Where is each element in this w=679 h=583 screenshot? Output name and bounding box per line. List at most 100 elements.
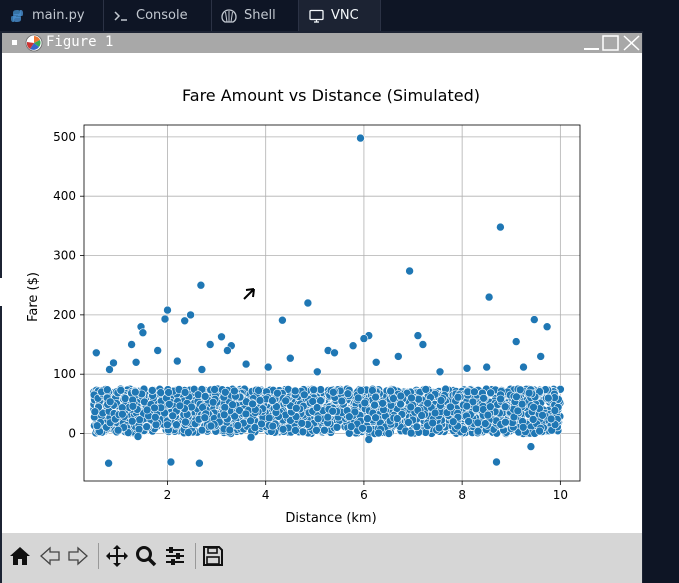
- data-point: [483, 410, 493, 420]
- data-point: [384, 429, 394, 438]
- data-point: [353, 393, 363, 403]
- data-point: [180, 316, 189, 326]
- tab-shell[interactable]: Shell: [212, 0, 299, 31]
- data-point: [278, 424, 288, 434]
- data-point: [536, 352, 546, 361]
- x-axis-ticks: 2 4 6 8 10: [164, 481, 568, 502]
- data-point: [187, 402, 196, 412]
- dense-data-band: [89, 384, 565, 438]
- pan-icon[interactable]: [104, 543, 130, 569]
- home-icon[interactable]: [7, 543, 33, 569]
- configure-icon[interactable]: [162, 543, 188, 569]
- data-point: [197, 425, 207, 435]
- data-point: [148, 386, 157, 395]
- data-point: [364, 435, 374, 444]
- data-point: [308, 397, 318, 406]
- data-point: [230, 411, 239, 421]
- window-titlebar[interactable]: Figure 1: [2, 33, 642, 53]
- chart-title: Fare Amount vs Distance (Simulated): [182, 86, 480, 105]
- data-point: [371, 357, 381, 367]
- data-point: [374, 428, 383, 438]
- data-point: [205, 340, 215, 349]
- data-point: [363, 414, 372, 423]
- data-point: [511, 337, 521, 346]
- data-point: [264, 413, 274, 423]
- data-point: [485, 402, 495, 412]
- data-point: [480, 419, 490, 428]
- toolbar-separator: [195, 543, 196, 569]
- data-point: [142, 405, 152, 415]
- data-point: [197, 365, 207, 374]
- data-point: [414, 394, 423, 404]
- plot-area[interactable]: 2 4 6 8 10 0 100 200 300 400 500 Fare Amount vs D…: [2, 53, 642, 533]
- window-controls: [584, 35, 640, 51]
- python-icon: [9, 8, 25, 24]
- back-icon[interactable]: [37, 543, 63, 569]
- data-point: [217, 332, 226, 342]
- data-point: [396, 391, 406, 401]
- window-menu-icon[interactable]: [12, 40, 17, 45]
- data-point: [210, 385, 219, 394]
- data-point: [492, 457, 501, 467]
- data-point: [350, 407, 360, 417]
- zoom-icon[interactable]: [133, 543, 159, 569]
- data-point: [312, 403, 322, 412]
- forward-icon[interactable]: [65, 543, 91, 569]
- data-point: [473, 426, 483, 436]
- x-tick-label: 2: [164, 488, 172, 502]
- data-point: [246, 432, 256, 442]
- maximize-icon[interactable]: [602, 35, 619, 51]
- scatter-chart[interactable]: 2 4 6 8 10 0 100 200 300 400 500 Fare Amount vs D…: [2, 53, 642, 533]
- data-point: [378, 398, 387, 408]
- data-point: [482, 362, 492, 372]
- monitor-icon: [308, 8, 324, 24]
- data-point: [535, 426, 544, 436]
- y-axis-ticks: 0 100 200 300 400 500: [53, 130, 84, 441]
- data-point: [116, 385, 126, 395]
- mouse-cursor-icon: [243, 288, 255, 300]
- data-point: [471, 404, 481, 414]
- data-point: [405, 266, 414, 276]
- window-title: Figure 1: [46, 34, 114, 50]
- data-point: [273, 388, 282, 398]
- data-point: [135, 415, 144, 425]
- x-tick-label: 8: [458, 488, 466, 502]
- data-point: [278, 315, 287, 325]
- vnc-edge-marker: [0, 278, 3, 306]
- data-point: [297, 418, 307, 428]
- tab-label: Shell: [244, 8, 276, 23]
- data-point: [241, 359, 251, 369]
- data-point: [200, 413, 210, 423]
- data-point: [268, 421, 278, 431]
- save-icon[interactable]: [200, 543, 226, 569]
- tab-console[interactable]: Console: [104, 0, 212, 31]
- data-point: [298, 427, 308, 437]
- data-point: [448, 417, 458, 427]
- x-tick-label: 6: [360, 488, 368, 502]
- data-point: [526, 442, 536, 451]
- data-point: [462, 363, 472, 373]
- data-point: [272, 402, 281, 411]
- data-point: [268, 396, 277, 405]
- tab-vnc[interactable]: VNC: [299, 0, 381, 31]
- data-point: [500, 402, 510, 412]
- data-point: [484, 292, 494, 302]
- tab-main-py[interactable]: main.py: [0, 0, 104, 31]
- y-tick-label: 400: [53, 189, 76, 203]
- y-tick-label: 300: [53, 249, 76, 263]
- data-point: [299, 390, 309, 400]
- data-point: [164, 388, 173, 397]
- data-point: [254, 386, 263, 395]
- data-point: [263, 362, 273, 372]
- data-point: [404, 418, 413, 427]
- data-point: [330, 348, 339, 358]
- close-icon[interactable]: [623, 35, 640, 51]
- data-point: [343, 389, 353, 399]
- data-points: [92, 133, 552, 468]
- data-point: [313, 414, 323, 424]
- data-point: [396, 399, 405, 409]
- data-point: [468, 397, 478, 407]
- data-point: [196, 280, 206, 290]
- data-point: [418, 340, 428, 349]
- data-point: [453, 392, 463, 402]
